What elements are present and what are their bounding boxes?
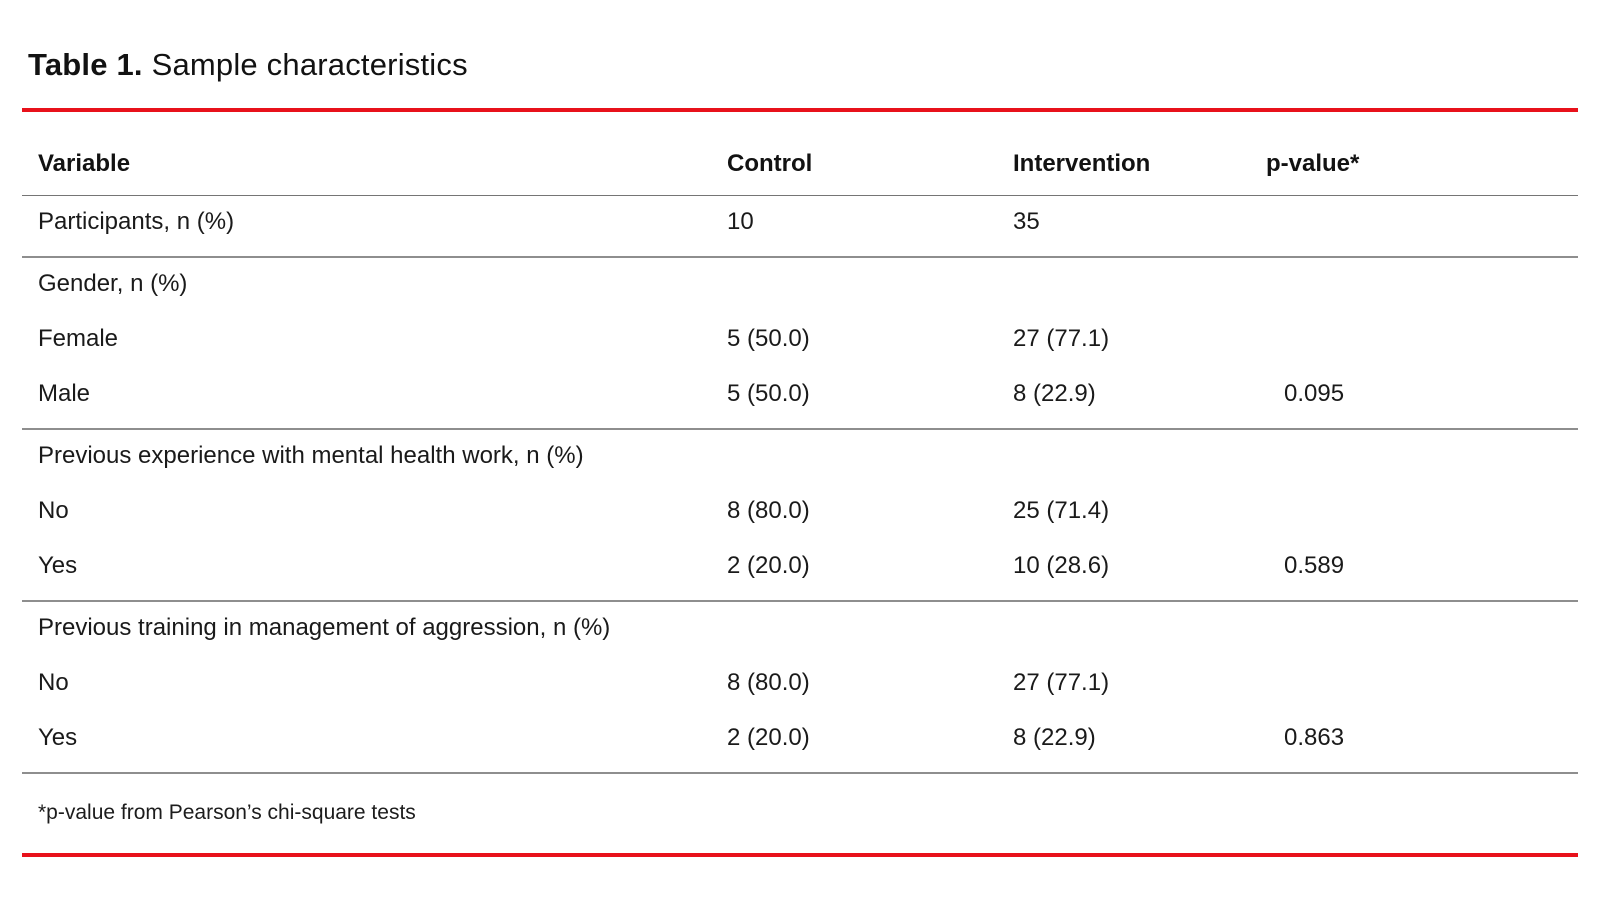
table-row: Previous experience with mental health w… — [22, 429, 1578, 485]
intervention-cell: 10 (28.6) — [1013, 552, 1110, 579]
section-gender: Gender, n (%) Female 5 (50.0) 27 (77.1) … — [22, 257, 1578, 429]
table-row: Participants, n (%) 10 35 — [22, 196, 1578, 258]
control-cell — [727, 601, 1013, 657]
variable-cell: Gender, n (%) — [38, 270, 188, 297]
p-value-cell — [1266, 313, 1578, 368]
table-row: No 8 (80.0) 27 (77.1) — [22, 657, 1578, 712]
intervention-cell: 27 (77.1) — [1013, 669, 1110, 696]
section-previous-experience: Previous experience with mental health w… — [22, 429, 1578, 601]
variable-cell: Female — [38, 325, 119, 352]
control-cell: 10 — [727, 208, 754, 235]
intervention-cell — [1013, 257, 1266, 313]
control-cell: 8 (80.0) — [727, 497, 810, 524]
variable-cell: No — [38, 669, 69, 696]
table-title-label: Table 1. — [28, 47, 143, 82]
intervention-cell — [1013, 429, 1266, 485]
p-value-cell: 0.589 — [1284, 552, 1345, 579]
section-participants: Participants, n (%) 10 35 — [22, 196, 1578, 258]
column-header-control: Control — [727, 112, 1013, 196]
column-header-variable: Variable — [22, 112, 727, 196]
table-row: Yes 2 (20.0) 8 (22.9) 0.863 — [22, 712, 1578, 773]
variable-cell: Participants, n (%) — [38, 208, 235, 235]
table-row: Male 5 (50.0) 8 (22.9) 0.095 — [22, 368, 1578, 429]
column-header-p-value: p-value* — [1266, 112, 1578, 196]
table-row: Gender, n (%) — [22, 257, 1578, 313]
table-row: Previous training in management of aggre… — [22, 601, 1578, 657]
p-value-cell — [1266, 485, 1578, 540]
table-title: Table 1. Sample characteristics — [28, 46, 1578, 84]
intervention-cell: 8 (22.9) — [1013, 724, 1096, 751]
variable-cell: Yes — [38, 552, 78, 579]
sample-characteristics-table: Variable Control Intervention p-value* P… — [22, 112, 1578, 774]
intervention-cell: 25 (71.4) — [1013, 497, 1110, 524]
intervention-cell: 35 — [1013, 208, 1040, 235]
variable-cell: No — [38, 497, 69, 524]
variable-cell: Previous experience with mental health w… — [38, 442, 584, 469]
table-title-text: Sample characteristics — [151, 47, 468, 82]
variable-cell: Yes — [38, 724, 78, 751]
control-cell: 2 (20.0) — [727, 724, 810, 751]
table-row: Female 5 (50.0) 27 (77.1) — [22, 313, 1578, 368]
top-red-rule — [22, 108, 1578, 112]
control-cell: 5 (50.0) — [727, 380, 810, 407]
p-value-cell — [1266, 429, 1578, 485]
intervention-cell — [1013, 601, 1266, 657]
p-value-cell: 0.095 — [1284, 380, 1345, 407]
p-value-cell — [1266, 657, 1578, 712]
variable-cell: Previous training in management of aggre… — [38, 614, 611, 641]
table-row: No 8 (80.0) 25 (71.4) — [22, 485, 1578, 540]
section-previous-training: Previous training in management of aggre… — [22, 601, 1578, 773]
control-cell: 5 (50.0) — [727, 325, 810, 352]
table-header: Variable Control Intervention p-value* — [22, 112, 1578, 196]
p-value-cell — [1266, 257, 1578, 313]
intervention-cell: 27 (77.1) — [1013, 325, 1110, 352]
control-cell: 8 (80.0) — [727, 669, 810, 696]
p-value-cell: 0.863 — [1284, 724, 1345, 751]
header-row: Variable Control Intervention p-value* — [22, 112, 1578, 196]
control-cell — [727, 429, 1013, 485]
p-value-cell — [1266, 196, 1578, 258]
variable-cell: Male — [38, 380, 91, 407]
table-footnote: *p-value from Pearson’s chi-square tests — [38, 801, 416, 824]
p-value-cell — [1266, 601, 1578, 657]
bottom-red-rule — [22, 853, 1578, 857]
intervention-cell: 8 (22.9) — [1013, 380, 1096, 407]
control-cell — [727, 257, 1013, 313]
paper-table-page: Table 1. Sample characteristics Variable… — [0, 46, 1600, 857]
column-header-intervention: Intervention — [1013, 112, 1266, 196]
control-cell: 2 (20.0) — [727, 552, 810, 579]
table-row: Yes 2 (20.0) 10 (28.6) 0.589 — [22, 540, 1578, 601]
